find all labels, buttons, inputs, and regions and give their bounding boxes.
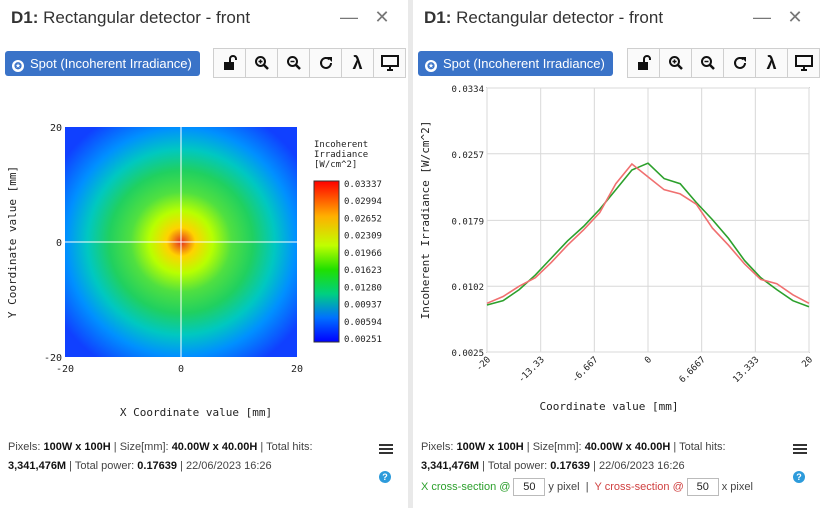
line-x-tick-label: -6.667 [570,355,600,385]
minimize-icon[interactable]: — [753,7,771,27]
colorbar-tick-label: 0.02994 [344,197,382,207]
colorbar-tick-label: 0.01280 [344,283,382,293]
zoom-out-icon[interactable] [691,48,724,78]
x-cross-section-suffix: y pixel [548,481,580,493]
colorbar-tick-label: 0.02652 [344,214,382,224]
heatmap-x-tick-label: 0 [178,364,184,375]
colorbar-title-line-1: Incoherent [314,140,368,150]
right-toolbar: λ [627,48,820,78]
colorbar-title-line-2: Irradiance [314,150,368,160]
y-cross-section-input[interactable] [686,478,719,496]
heatmap-x-axis-label: X Coordinate value [mm] [120,406,272,419]
monitor-icon[interactable] [787,48,820,78]
line-y-axis-label: Incoherent Irradiance [W/cm^2] [419,121,432,320]
left-spot-button[interactable]: ✪ Spot (Incoherent Irradiance) [5,51,200,76]
right-detector-panel: D1: Rectangular detector - front — ✕ ✪ Sp… [413,0,821,508]
colorbar-tick-label: 0.00251 [344,335,382,345]
y-cross-section-series [486,162,810,305]
right-spot-button[interactable]: ✪ Spot (Incoherent Irradiance) [418,51,613,76]
left-window-title: D1: Rectangular detector - front [11,8,251,27]
colorbar-tick-label: 0.00594 [344,318,382,328]
heatmap-x-tick-label: 20 [291,364,303,375]
x-cross-section-label: X cross-section @ [421,481,511,493]
close-icon[interactable]: ✕ [787,7,803,27]
line-y-tick-label: 0.0334 [451,85,484,95]
heatmap-x-tick-label: -20 [56,364,74,375]
right-help-icon[interactable]: ? [793,471,805,483]
right-window-title: D1: Rectangular detector - front [424,8,664,27]
line-y-tick-label: 0.0102 [451,283,484,293]
zoom-in-icon[interactable] [245,48,278,78]
minimize-icon[interactable]: — [340,7,358,27]
right-menu-icon[interactable] [793,444,807,456]
right-footer-info: Pixels: 100W x 100H | Size[mm]: 40.00W x… [421,441,726,472]
left-footer-info: Pixels: 100W x 100H | Size[mm]: 40.00W x… [8,441,313,472]
refresh-icon[interactable] [309,48,342,78]
zoom-out-icon[interactable] [277,48,310,78]
line-x-tick-label: 20 [800,355,815,370]
left-help-icon[interactable]: ? [379,471,391,483]
spot-icon: ✪ [425,60,437,72]
colorbar-tick-label: 0.00937 [344,301,382,311]
x-cross-section-series [486,162,810,308]
heatmap-y-tick-label: -20 [44,353,62,364]
heatmap-y-axis-label: Y Coordinate value [mm] [6,166,19,318]
zoom-in-icon[interactable] [659,48,692,78]
line-x-tick-label: -13.33 [517,355,547,385]
line-x-axis-label: Coordinate value [mm] [539,400,678,413]
refresh-icon[interactable] [723,48,756,78]
lambda-icon[interactable]: λ [341,48,374,78]
monitor-icon[interactable] [373,48,406,78]
colorbar-tick-label: 0.01623 [344,266,382,276]
line-y-tick-label: 0.0257 [451,151,484,161]
right-title-bar: D1: Rectangular detector - front — ✕ [413,0,821,36]
spot-icon: ✪ [12,60,24,72]
cross-section-controls: X cross-section @y pixel | Y cross-secti… [421,478,753,496]
colorbar-tick-label: 0.01966 [344,249,382,259]
colorbar-tick-label: 0.02309 [344,232,382,242]
line-x-tick-label: 6.6667 [678,355,708,385]
heatmap-y-tick-label: 20 [50,123,62,134]
left-toolbar: λ [213,48,406,78]
heatmap-y-tick-label: 0 [56,238,62,249]
line-x-tick-label: 0 [643,355,654,366]
left-menu-icon[interactable] [379,444,393,456]
line-x-tick-label: 13.333 [731,355,761,385]
y-cross-section-suffix: x pixel [721,481,753,493]
left-title-bar: D1: Rectangular detector - front — ✕ [0,0,408,36]
lambda-icon[interactable]: λ [755,48,788,78]
heatmap-plot: 20 0 -20 -20 0 20 X Coordinate value [mm] Y … [6,123,382,419]
y-cross-section-label: Y cross-section @ [594,481,684,493]
line-y-tick-label: 0.0179 [451,217,484,227]
left-detector-panel: D1: Rectangular detector - front — ✕ ✪ Sp… [0,0,408,508]
x-cross-section-input[interactable] [513,478,546,496]
lock-open-icon[interactable] [627,48,660,78]
colorbar-tick-label: 0.03337 [344,180,382,190]
close-icon[interactable]: ✕ [374,7,390,27]
line-y-tick-label: 0.0025 [451,349,484,359]
lock-open-icon[interactable] [213,48,246,78]
colorbar-title-line-3: [W/cm^2] [314,160,357,170]
colorbar [313,180,340,343]
